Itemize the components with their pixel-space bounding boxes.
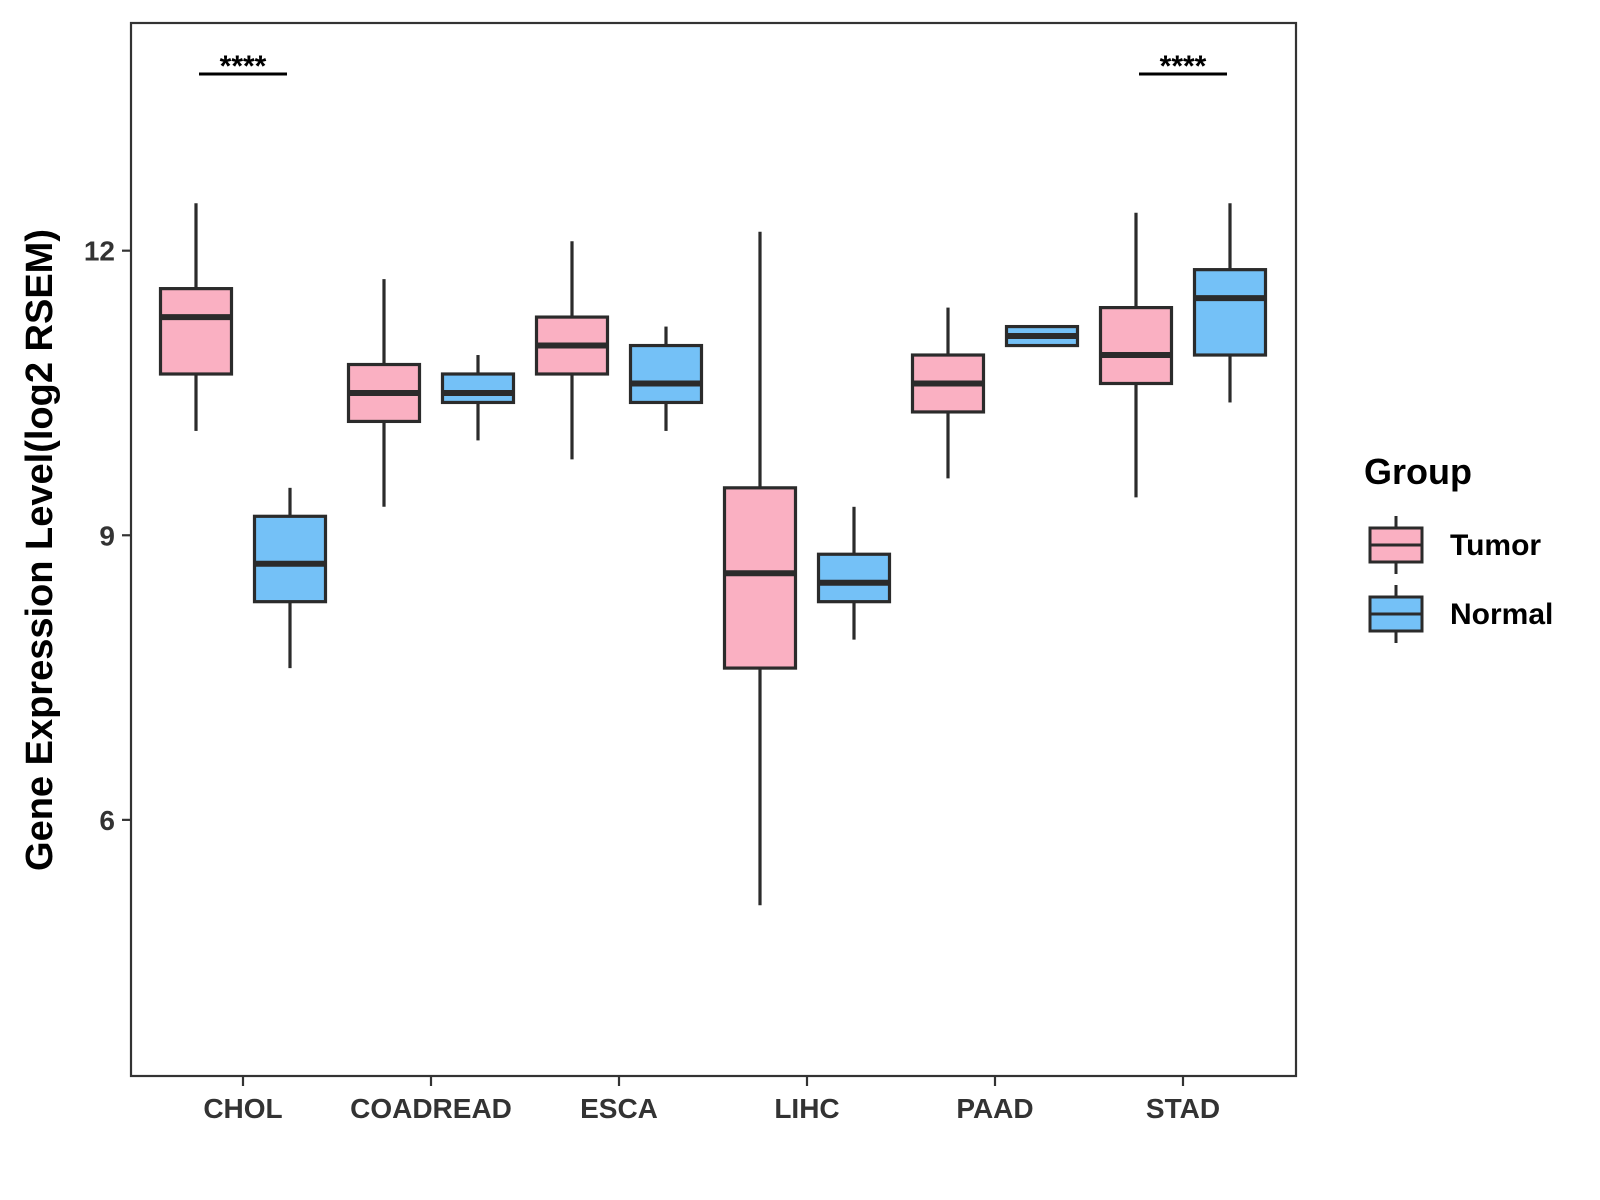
box-normal-stad <box>1192 203 1268 403</box>
y-tick-label: 6 <box>99 805 115 836</box>
legend-item-tumor: Tumor <box>1368 516 1541 574</box>
box-normal-paad <box>1004 324 1080 348</box>
box-normal-esca <box>628 326 704 431</box>
y-tick-label: 12 <box>84 236 115 267</box>
box-normal-coadread <box>440 355 516 441</box>
box-normal-chol <box>252 487 328 669</box>
chart-marks: **** **** <box>158 50 1268 906</box>
significance-label: **** <box>220 50 267 83</box>
box-tumor-stad <box>1098 212 1174 498</box>
box-tumor-chol <box>158 203 234 431</box>
legend: Group Tumor Normal <box>1364 451 1553 643</box>
box-iqr <box>816 552 892 604</box>
box-tumor-lihc <box>722 231 798 906</box>
box-normal-lihc <box>816 506 892 640</box>
x-tick-label: PAAD <box>956 1093 1033 1124</box>
legend-label: Tumor <box>1450 529 1541 562</box>
significance-stad: **** <box>1139 50 1227 83</box>
x-tick-label: CHOL <box>203 1093 282 1124</box>
box-tumor-coadread <box>346 279 422 507</box>
box-iqr <box>1098 305 1174 386</box>
box-iqr <box>1192 268 1268 357</box>
y-axis-title: Gene Expression Level(log2 RSEM) <box>19 229 61 871</box>
box-iqr <box>158 287 234 376</box>
legend-title: Group <box>1364 451 1472 492</box>
box-tumor-esca <box>534 241 610 460</box>
chart-axes: 6 9 12 CHOL COADREAD ESCA LIHC PAAD STAD <box>84 236 1220 1124</box>
significance-label: **** <box>1160 50 1207 83</box>
x-tick-label: STAD <box>1146 1093 1220 1124</box>
legend-label: Normal <box>1450 598 1553 631</box>
significance-chol: **** <box>199 50 287 83</box>
box-iqr <box>722 486 798 670</box>
y-tick-label: 9 <box>99 520 115 551</box>
box-iqr <box>252 514 328 604</box>
x-tick-label: ESCA <box>580 1093 658 1124</box>
box-iqr <box>440 372 516 405</box>
legend-item-normal: Normal <box>1368 585 1553 643</box>
box-iqr <box>628 343 704 405</box>
box-tumor-paad <box>910 307 986 479</box>
x-tick-label: COADREAD <box>350 1093 512 1124</box>
x-tick-label: LIHC <box>774 1093 839 1124</box>
